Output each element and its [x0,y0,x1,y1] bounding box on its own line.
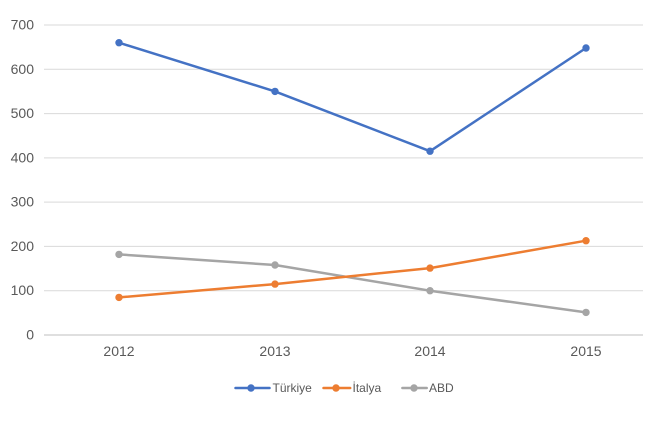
svg-text:2015: 2015 [570,343,601,359]
svg-text:100: 100 [11,282,35,298]
svg-text:300: 300 [11,194,35,210]
svg-text:2013: 2013 [259,343,290,359]
svg-text:İtalya: İtalya [353,381,382,395]
svg-text:700: 700 [11,17,35,33]
svg-text:600: 600 [11,61,35,77]
svg-text:2014: 2014 [414,343,445,359]
svg-text:200: 200 [11,238,35,254]
svg-text:2012: 2012 [103,343,134,359]
svg-text:Türkiye: Türkiye [273,381,313,395]
svg-text:ABD: ABD [429,381,454,395]
svg-text:500: 500 [11,105,35,121]
svg-text:0: 0 [26,327,34,343]
svg-text:400: 400 [11,149,35,165]
